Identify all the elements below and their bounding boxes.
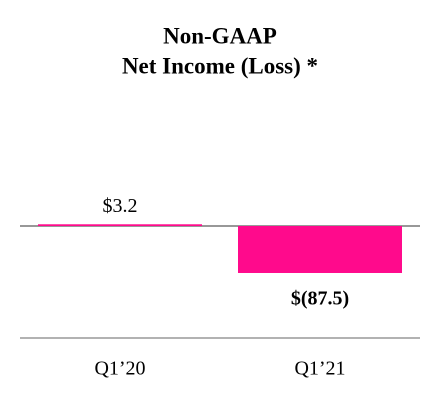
x-tick-label: Q1’21 xyxy=(294,358,345,380)
x-tick-label: Q1’20 xyxy=(94,358,145,380)
chart-title: Non-GAAP xyxy=(163,23,277,48)
value-label: $(87.5) xyxy=(291,288,349,310)
chart-title: Net Income (Loss) * xyxy=(122,53,318,78)
bar xyxy=(238,226,402,273)
value-label: $3.2 xyxy=(103,195,138,217)
bar xyxy=(38,224,202,226)
